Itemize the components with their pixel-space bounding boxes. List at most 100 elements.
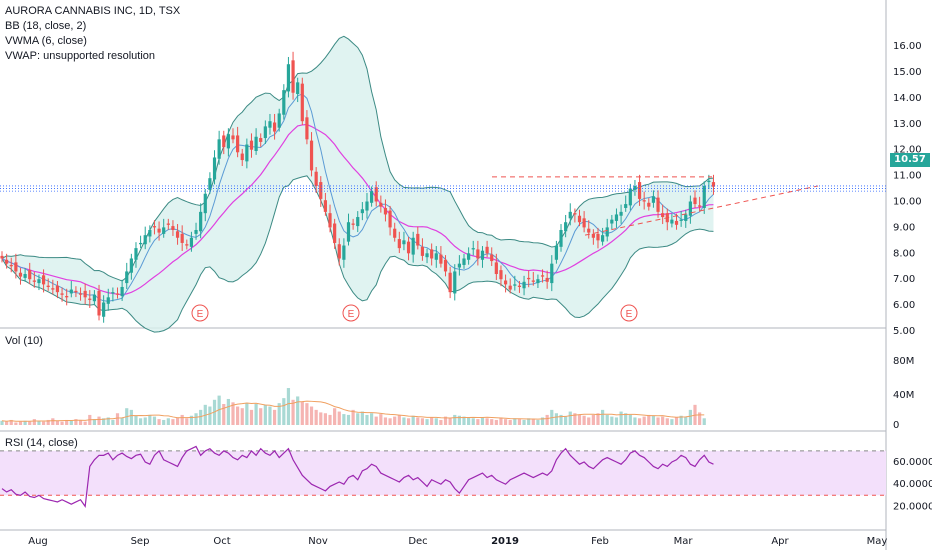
candle-body	[494, 262, 498, 275]
candle-body	[490, 254, 494, 262]
candle-body	[628, 188, 632, 206]
candle-body	[97, 290, 101, 316]
candle-body	[194, 229, 198, 234]
price-tick-label: 13.00	[893, 119, 922, 130]
candle-body	[439, 254, 443, 264]
candle-body	[577, 215, 582, 223]
volume-bar	[610, 416, 614, 425]
candle-body	[83, 290, 87, 298]
candle-body	[582, 218, 586, 228]
candle-body	[185, 244, 189, 246]
volume-bar	[65, 419, 69, 425]
volume-bar	[162, 419, 166, 425]
volume-bar	[614, 417, 619, 425]
candle-body	[41, 275, 46, 285]
volume-bar	[111, 419, 115, 425]
candle-body	[139, 242, 143, 245]
candle-body	[707, 180, 711, 183]
candle-body	[467, 253, 471, 260]
candle-body	[212, 157, 217, 180]
volume-bar	[674, 417, 679, 425]
volume-ma	[1, 400, 705, 422]
volume-bar	[314, 409, 318, 425]
volume-bar	[356, 413, 360, 425]
vwma	[1, 93, 714, 302]
volume-bar	[453, 414, 457, 425]
vwap-indicator-label[interactable]: VWAP: unsupported resolution	[5, 50, 156, 62]
candle-body	[134, 248, 138, 260]
volume-bar	[559, 414, 563, 425]
candle-body	[356, 217, 360, 227]
candle-body	[32, 280, 36, 282]
volume-bar	[420, 418, 425, 425]
volume-bar	[601, 409, 605, 425]
volume-bar	[102, 418, 106, 425]
volume-bar	[217, 395, 221, 425]
earnings-circle	[342, 304, 360, 322]
volume-bar	[245, 403, 249, 425]
volume-bar	[448, 418, 452, 425]
volume-bar	[702, 418, 706, 425]
volume-bar	[300, 401, 304, 425]
candle-body	[208, 178, 212, 190]
volume-bar	[309, 406, 314, 425]
volume-bar	[143, 417, 147, 425]
volume-bar	[60, 421, 64, 425]
volume-bar	[467, 417, 471, 425]
candle-body	[231, 135, 235, 140]
volume-bar	[545, 414, 549, 425]
candle-body	[674, 220, 679, 225]
volume-label[interactable]: Vol (10)	[5, 335, 43, 347]
volume-bar	[37, 420, 41, 425]
vwma-indicator-label[interactable]: VWMA (6, close)	[5, 35, 87, 47]
volume-bar	[305, 403, 309, 425]
volume-bar	[46, 419, 50, 425]
candle-body	[171, 226, 175, 230]
volume-bar	[268, 406, 272, 425]
bb-indicator-label[interactable]: BB (18, close, 2)	[5, 20, 87, 32]
volume-bar	[9, 419, 13, 425]
price-tick-label: 8.00	[893, 248, 915, 259]
volume-bar	[485, 418, 489, 425]
price-tick-label: 10.00	[893, 197, 922, 208]
candle-body	[300, 83, 304, 122]
volume-bar	[365, 414, 369, 425]
current-price-lines	[0, 185, 886, 192]
candle-body	[527, 277, 531, 280]
volume-bar	[374, 416, 378, 425]
volume-bar	[134, 415, 138, 425]
volume-bar	[18, 421, 23, 425]
candle-body	[591, 233, 595, 238]
candle-body	[291, 60, 295, 93]
candle-body	[656, 197, 660, 212]
candle-body	[0, 255, 4, 259]
candle-body	[263, 126, 267, 139]
volume-tick-label: 40M	[893, 390, 914, 401]
trendlines	[492, 176, 819, 236]
volume-bar	[605, 414, 609, 425]
candle-body	[102, 302, 106, 317]
earnings-e-label: E	[197, 309, 204, 320]
volume-bar	[328, 414, 332, 425]
volume-bar	[231, 402, 235, 425]
candle-body	[554, 245, 558, 260]
volume-bar	[471, 418, 475, 425]
volume-bar	[568, 411, 572, 425]
volume-bar	[28, 421, 32, 425]
candle-body	[166, 223, 170, 225]
time-tick-label: Feb	[591, 536, 609, 547]
price-tick-label: 16.00	[893, 41, 922, 52]
candle-body	[143, 235, 147, 245]
candle-body	[74, 290, 78, 293]
last-price-badge: 10.57	[890, 153, 930, 167]
volume-bar	[319, 412, 323, 425]
symbol-title[interactable]: AURORA CANNABIS INC, 1D, TSX	[5, 5, 181, 17]
candle-body	[661, 213, 665, 218]
candle-body	[23, 274, 27, 278]
volume-bar	[240, 408, 244, 425]
bb-upper-line	[1, 35, 714, 282]
rsi-label[interactable]: RSI (14, close)	[5, 437, 78, 449]
candle-body	[503, 280, 508, 285]
